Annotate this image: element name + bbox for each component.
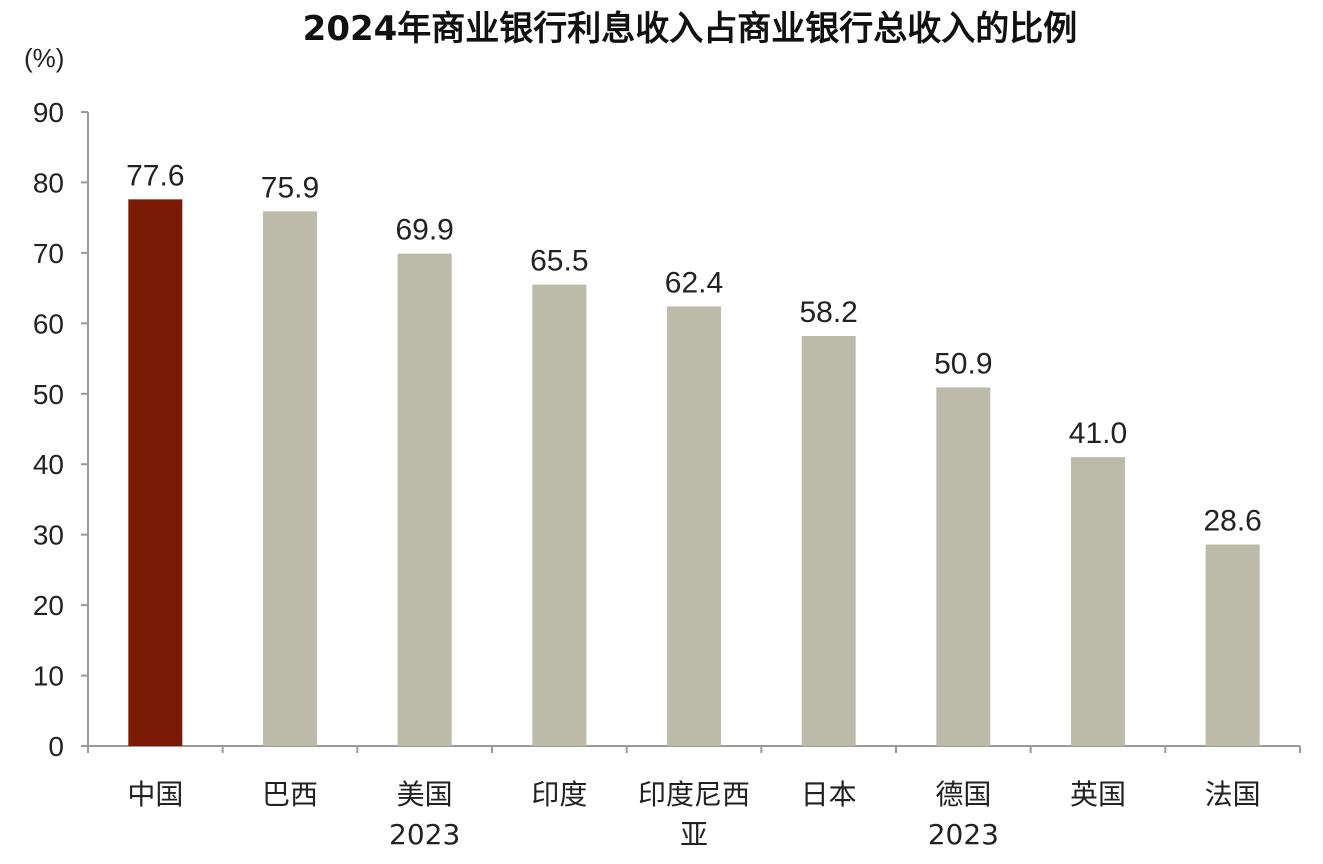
- x-tick-label: 亚: [680, 818, 708, 851]
- x-tick-label: 巴西: [262, 778, 318, 811]
- x-tick-label: 德国: [935, 778, 991, 811]
- data-label: 77.6: [126, 159, 184, 192]
- data-label: 75.9: [261, 171, 319, 204]
- bar: [667, 306, 721, 746]
- bar: [128, 199, 183, 747]
- y-tick-label: 70: [33, 238, 64, 269]
- y-tick-label: 30: [33, 520, 64, 551]
- y-tick-label: 50: [33, 379, 64, 410]
- data-label: 41.0: [1069, 417, 1127, 450]
- bar: [1071, 457, 1125, 746]
- bar: [936, 387, 991, 746]
- x-tick-label: 印度: [531, 778, 587, 811]
- bar: [1205, 544, 1260, 746]
- y-tick-label: 0: [48, 731, 64, 762]
- bar: [263, 211, 317, 746]
- bar: [532, 284, 587, 746]
- y-tick-label: 40: [33, 449, 64, 480]
- x-tick-label: 法国: [1205, 778, 1261, 811]
- data-label: 62.4: [665, 266, 723, 299]
- bars: [128, 199, 1260, 747]
- y-axis-unit-label: (%): [24, 43, 64, 73]
- data-label: 58.2: [799, 296, 857, 329]
- x-tick-label: 2023: [389, 818, 460, 851]
- bar: [397, 253, 452, 747]
- data-label: 28.6: [1203, 505, 1261, 538]
- y-tick-label: 90: [33, 97, 64, 128]
- x-tick-label: 印度尼西: [638, 778, 750, 811]
- y-tick-label: 60: [33, 308, 64, 339]
- x-tick-label: 英国: [1070, 778, 1126, 811]
- data-label: 65.5: [530, 245, 588, 278]
- chart-title: 2024年商业银行利息收入占商业银行总收入的比例: [303, 9, 1078, 49]
- y-tick-label: 10: [33, 661, 64, 692]
- x-tick-label: 日本: [801, 778, 857, 811]
- data-label: 50.9: [934, 347, 992, 380]
- data-label: 69.9: [395, 214, 453, 247]
- bar: [801, 336, 856, 746]
- y-tick-label: 80: [33, 167, 64, 198]
- x-tick-label: 中国: [127, 778, 183, 811]
- x-tick-label: 2023: [928, 818, 999, 851]
- x-tick-label: 美国: [397, 778, 453, 811]
- y-tick-label: 20: [33, 590, 64, 621]
